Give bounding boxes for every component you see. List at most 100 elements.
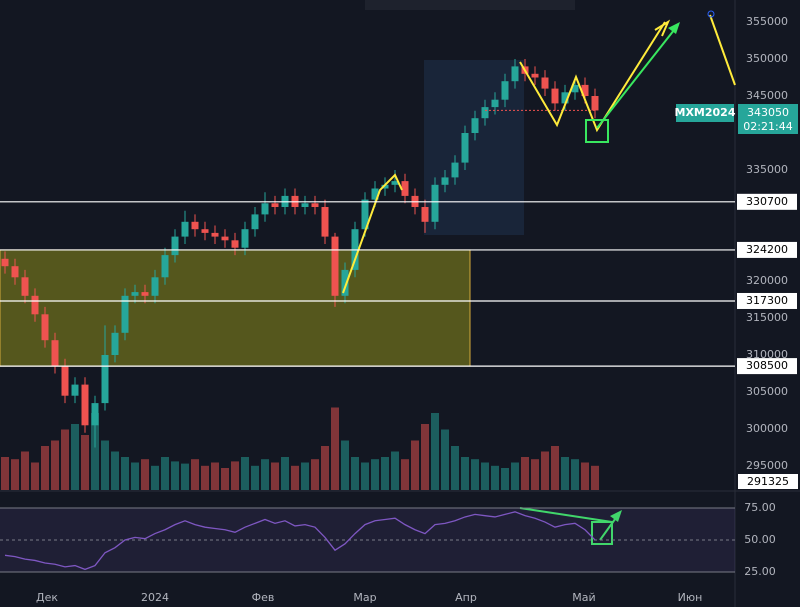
y-tick-label: 355000 (746, 15, 788, 28)
y-tick-label: 295000 (746, 459, 788, 472)
volume-bar (181, 463, 189, 490)
volume-bar (121, 457, 129, 490)
y-tick-label: 315000 (746, 311, 788, 324)
arrow-head (610, 510, 622, 522)
volume-bar (341, 440, 349, 490)
candle-body (271, 203, 279, 208)
candle-body (31, 295, 39, 315)
volume-bar (421, 424, 429, 490)
arrow-head (668, 22, 680, 34)
volume-bar (21, 451, 29, 490)
candle-body (431, 184, 439, 222)
candle-body (221, 236, 229, 241)
candle-body (501, 81, 509, 100)
candle-body (391, 181, 399, 185)
volume-bar (311, 459, 319, 490)
y-tick-label: 335000 (746, 163, 788, 176)
volume-bar (321, 446, 329, 490)
candle-body (131, 292, 139, 296)
y-tick-label: 300000 (746, 422, 788, 435)
volume-bar (501, 468, 509, 490)
candle-body (41, 314, 49, 341)
candle-body (261, 203, 269, 215)
volume-bar (81, 435, 89, 490)
volume-bar (221, 468, 229, 490)
countdown: 02:21:44 (743, 120, 792, 133)
volume-bar (241, 457, 249, 490)
x-tick-label: 2024 (141, 591, 169, 604)
candle-body (461, 133, 469, 163)
level-label-box (737, 193, 797, 210)
volume-bar (411, 440, 419, 490)
candle-body (111, 332, 119, 356)
volume-bar (431, 413, 439, 490)
x-tick-label: Июн (678, 591, 703, 604)
volume-bar (471, 459, 479, 490)
volume-bar (361, 462, 369, 490)
candle-body (231, 240, 239, 248)
volume-bar (451, 446, 459, 490)
volume-bar (381, 457, 389, 490)
level-label: 317300 (746, 294, 788, 307)
candle-body (471, 118, 479, 134)
volume-bar (491, 465, 499, 490)
y-tick-label: 345000 (746, 89, 788, 102)
y-tick-label: 305000 (746, 385, 788, 398)
volume-bar (291, 465, 299, 490)
volume-bar (41, 446, 49, 490)
volume-bar (111, 451, 119, 490)
arrow-head (654, 19, 671, 37)
candle-body (311, 203, 319, 208)
candle-body (101, 355, 109, 404)
candle-body (511, 66, 519, 82)
volume-bar (151, 465, 159, 490)
volume-bar (251, 465, 259, 490)
volume-bar (351, 457, 359, 490)
candle-body (531, 73, 539, 78)
volume-bar (261, 459, 269, 490)
volume-bar (441, 429, 449, 490)
volume-bar (581, 462, 589, 490)
annotation-arrow (519, 21, 666, 133)
volume-bar (401, 459, 409, 490)
volume-bar (131, 462, 139, 490)
x-tick-label: Май (572, 591, 595, 604)
candle-body (381, 184, 389, 189)
candle-body (201, 229, 209, 233)
x-tick-label: Мар (353, 591, 376, 604)
level-label: 308500 (746, 359, 788, 372)
candle-body (121, 295, 129, 333)
volume-bar (541, 451, 549, 490)
y-tick-label: 320000 (746, 274, 788, 287)
volume-bar (571, 459, 579, 490)
volume-bar (551, 446, 559, 490)
rsi-tick-label: 75.00 (744, 501, 776, 514)
candle-body (11, 266, 19, 278)
volume-bar (211, 462, 219, 490)
candle-body (81, 384, 89, 426)
volume-bar (101, 440, 109, 490)
volume-bar (91, 413, 99, 490)
candle-body (421, 207, 429, 222)
toolbar[interactable] (365, 0, 575, 10)
candle-body (551, 88, 559, 104)
level-label: 324200 (746, 243, 788, 256)
y-tick-label: 350000 (746, 52, 788, 65)
volume-bar (1, 457, 9, 490)
symbol-label-box (676, 104, 734, 122)
annotation-arrow (519, 507, 613, 523)
volume-bar (511, 462, 519, 490)
candle-body (331, 236, 339, 296)
candle-body (301, 203, 309, 208)
candle-body (141, 292, 149, 296)
candle-body (21, 277, 29, 296)
annotation-arrow (342, 173, 403, 294)
anchor-dot (707, 10, 715, 18)
volume-bar (51, 440, 59, 490)
level-label: 330700 (746, 195, 788, 208)
candle-body (361, 199, 369, 230)
candle-body (1, 258, 9, 267)
rsi-tick-label: 25.00 (744, 565, 776, 578)
volume-bar (591, 465, 599, 490)
volume-bar (161, 457, 169, 490)
